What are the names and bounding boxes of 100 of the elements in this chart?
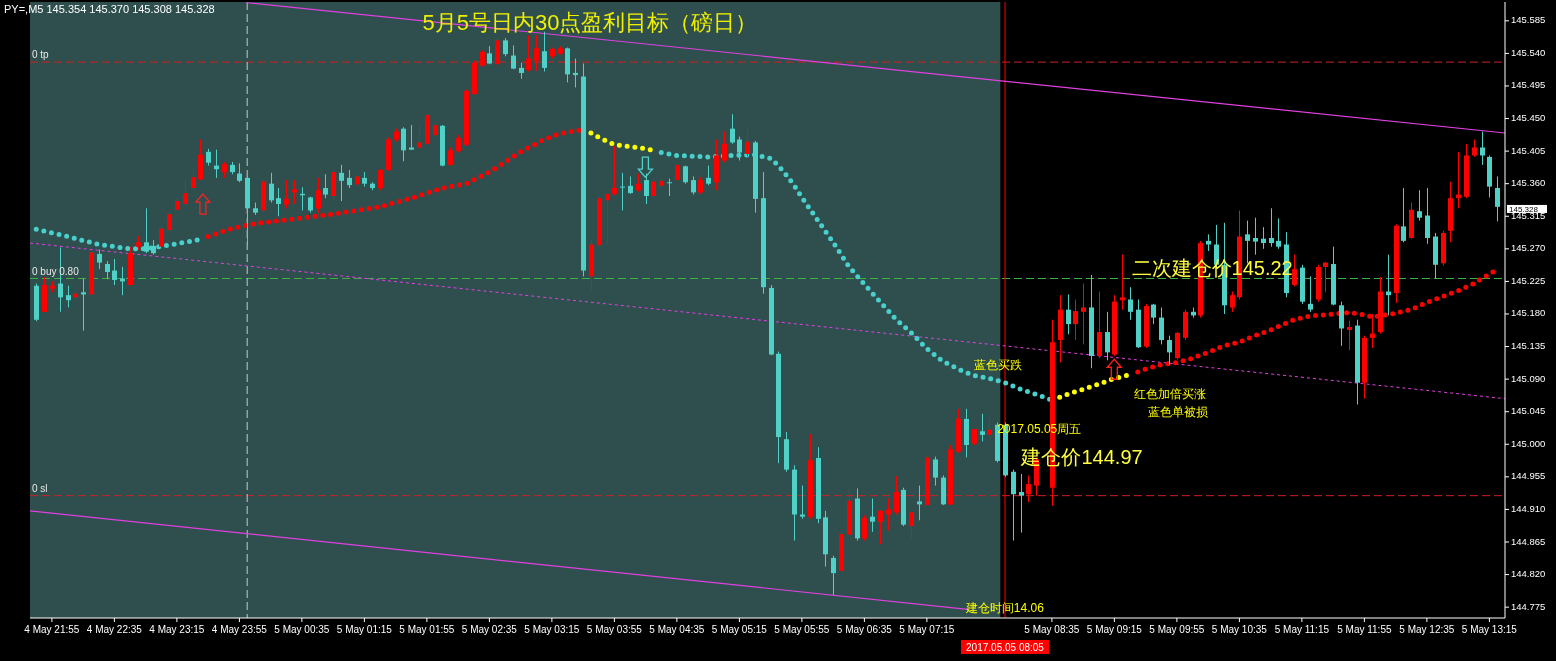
candlestick [1026,474,1031,503]
candlestick [870,498,875,533]
candlestick [66,285,71,308]
x-tick-label: 5 May 09:15 [1086,624,1143,635]
candlestick [1323,261,1328,293]
candlestick [1066,293,1071,335]
candlestick [1011,469,1016,542]
candlestick [1128,286,1133,321]
candlestick [1347,320,1352,351]
candlestick [636,173,641,193]
candlestick [1292,254,1297,287]
x-tick-label: 4 May 23:55 [211,624,268,635]
candlestick [1120,254,1125,311]
x-tick-label: 5 May 05:55 [774,624,830,635]
x-tick-label: 5 May 00:35 [274,624,330,635]
candlestick [1253,217,1258,256]
candlestick [1370,313,1375,349]
candlestick [1339,301,1344,347]
y-tick-label: 145.540 [1511,46,1546,58]
candlestick [1097,291,1102,359]
y-tick-label: 145.135 [1511,340,1546,352]
candlestick [237,162,242,183]
candlestick [862,514,867,542]
ref-line-label: 0 sl [32,482,48,494]
candlestick [534,34,539,72]
x-tick-label: 5 May 02:35 [461,624,518,635]
candlestick [1019,473,1024,534]
candlestick [573,57,578,88]
annotation: 蓝色单被损 [1148,404,1209,419]
candlestick [292,179,297,205]
candlestick [1276,217,1281,250]
candlestick [316,177,321,214]
candlestick [878,509,883,545]
y-tick-label: 145.585 [1511,14,1546,26]
x-tick-label: 4 May 22:35 [86,624,143,635]
candlestick [378,168,383,191]
candlestick [542,31,547,72]
candlestick [81,278,86,332]
candlestick [1480,131,1485,166]
y-tick-label: 144.955 [1511,470,1546,482]
candlestick [1269,207,1274,248]
candlestick [1081,283,1086,345]
candlestick [1230,291,1235,313]
candlestick [183,178,188,207]
x-tick-label: 5 May 08:35 [1024,624,1080,635]
candlestick [1151,303,1156,325]
candlestick [276,187,281,217]
candlestick [401,126,406,162]
candlestick [605,192,610,245]
candlestick [894,475,899,515]
x-tick-label: 5 May 04:35 [649,624,705,635]
candlestick [409,124,414,151]
candlestick [800,485,805,520]
y-tick-label: 145.225 [1511,274,1546,286]
candlestick [917,485,922,521]
candlestick [1495,175,1500,222]
candlestick [417,124,422,149]
candlestick [933,456,938,487]
y-tick-label: 144.820 [1511,568,1546,580]
y-tick-label: 145.450 [1511,112,1546,124]
candlestick [284,179,289,209]
y-tick-label: 145.270 [1511,242,1546,254]
x-tick-label: 5 May 09:55 [1149,624,1205,635]
x-tick-label: 5 May 11:15 [1274,624,1330,635]
y-tick-label: 145.180 [1511,307,1546,319]
candlestick [706,165,711,186]
candlestick [1261,226,1266,250]
y-tick-label: 145.405 [1511,144,1546,156]
candlestick [722,131,727,164]
candlestick [448,146,453,167]
ref-line-label: 0 tp [32,49,50,61]
y-tick-label: 144.865 [1511,535,1546,547]
candlestick [1417,189,1422,222]
x-tick-label: 5 May 13:15 [1461,624,1518,635]
candlestick [526,34,531,72]
candlestick [620,172,625,211]
candlestick [909,510,914,539]
x-tick-label: 4 May 23:15 [149,624,205,635]
candlestick [691,175,696,196]
y-tick-label: 144.775 [1511,600,1546,612]
y-tick-label: 145.000 [1511,437,1546,449]
ref-line-label: 2017.05.05 08:05 [966,642,1045,653]
x-tick-label: 5 May 07:15 [899,624,955,635]
candlestick [1401,187,1406,243]
candlestick [831,555,836,596]
candlestick [339,164,344,202]
candlestick [1073,299,1078,341]
x-tick-label: 5 May 03:15 [524,624,580,635]
candlestick [980,413,985,442]
y-tick-label: 145.090 [1511,372,1546,384]
x-tick-label: 4 May 21:55 [24,624,80,635]
candlestick [987,416,992,438]
x-tick-label: 5 May 05:15 [711,624,768,635]
x-tick-label: 5 May 01:15 [336,624,393,635]
candlestick [347,169,352,189]
candlestick [269,172,274,204]
x-tick-label: 5 May 10:35 [1211,624,1268,635]
annotation: PY=,M5 145.354 145.370 145.308 145.328 [4,3,215,15]
x-tick-label: 5 May 03:55 [586,624,643,635]
candlestick [495,36,500,66]
